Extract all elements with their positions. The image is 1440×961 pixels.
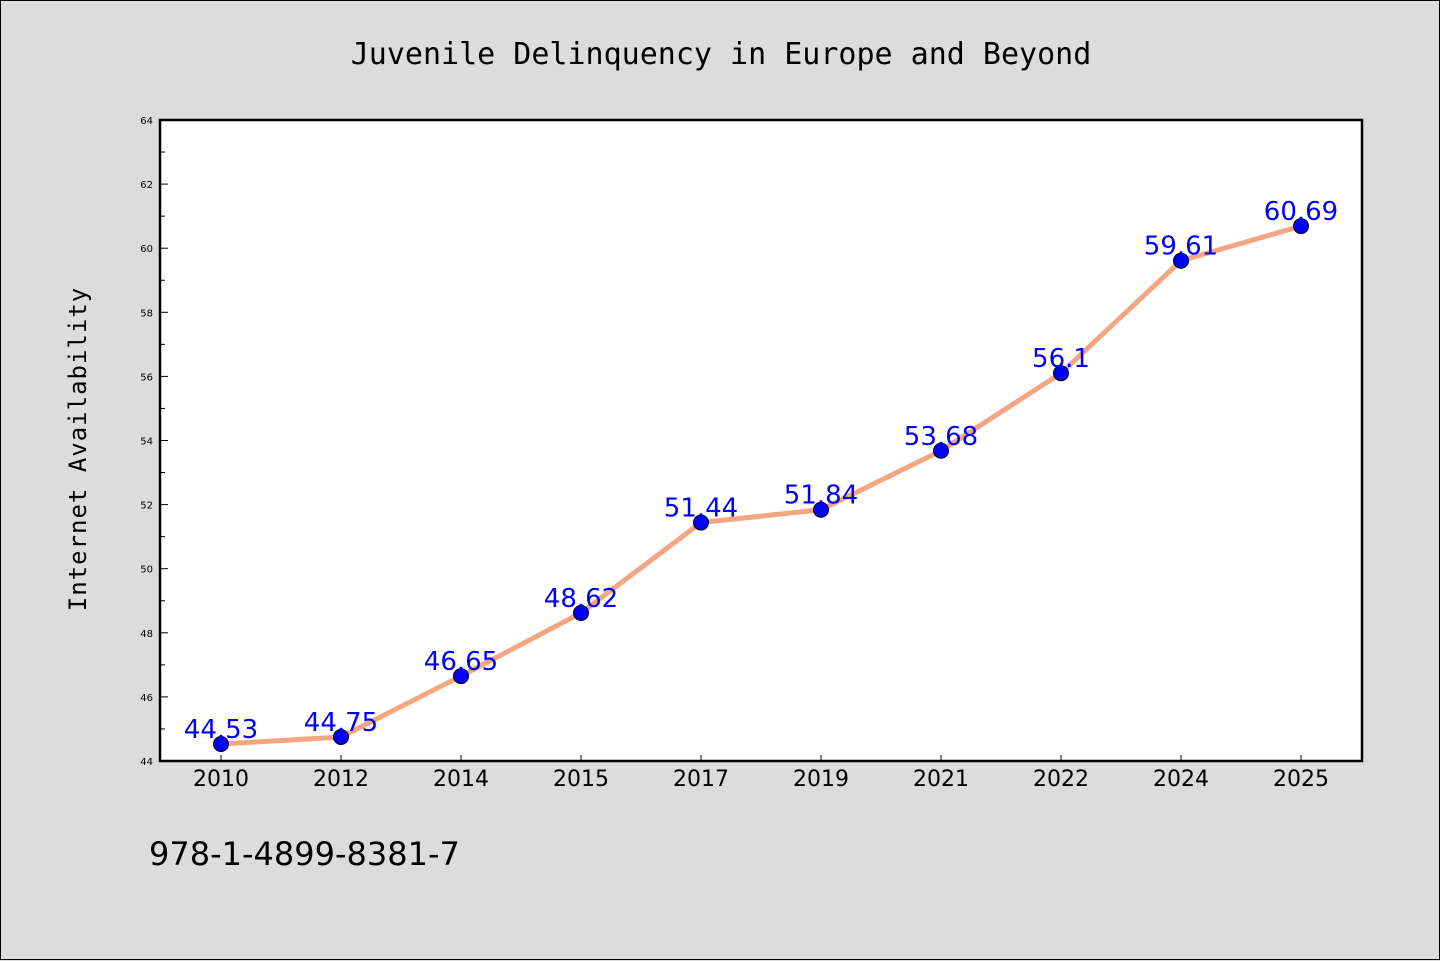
- y-tick-label: 46: [140, 693, 153, 704]
- y-tick-label: 58: [140, 308, 153, 319]
- x-tick-label: 2012: [313, 767, 369, 792]
- data-label: 59.61: [1144, 232, 1218, 262]
- plot-area: [158, 118, 1364, 763]
- data-label: 56.1: [1032, 344, 1090, 374]
- x-tick-label: 2010: [193, 767, 249, 792]
- data-point: [333, 728, 349, 745]
- data-label: 53.68: [904, 422, 978, 452]
- axis-ticks: 44 46 48 50 52 54 56 58 60 62 64 2010 2012 2014 2015 20…: [140, 116, 1329, 792]
- y-tick-label: 52: [140, 501, 153, 512]
- data-point: [573, 604, 589, 621]
- x-tick-label: 2017: [673, 767, 729, 792]
- y-tick-label: 50: [140, 565, 153, 576]
- data-labels-group: 44.53 44.75 46.65 48.62 51.44 51.84 53.68 56.1 5…: [184, 197, 1338, 745]
- y-axis-label: Internet Availability: [64, 287, 92, 611]
- data-label: 60.69: [1264, 197, 1338, 227]
- data-point: [453, 668, 469, 685]
- data-point: [933, 442, 949, 459]
- y-tick-label: 54: [140, 437, 153, 448]
- data-point: [693, 514, 709, 531]
- x-tick-label: 2021: [913, 767, 969, 792]
- series-points-group: [213, 218, 1309, 753]
- data-label: 44.75: [304, 708, 378, 738]
- data-point: [1053, 365, 1069, 382]
- series-line-group: [218, 223, 1304, 747]
- y-tick-label: 64: [140, 116, 153, 127]
- data-point: [813, 501, 829, 518]
- x-tick-label: 2015: [553, 767, 609, 792]
- x-tick-label: 2025: [1273, 767, 1329, 792]
- y-tick-label: 44: [140, 757, 153, 768]
- data-point: [1173, 252, 1189, 269]
- data-point: [1293, 218, 1309, 235]
- data-label: 46.65: [424, 647, 498, 677]
- data-label: 48.62: [544, 584, 618, 614]
- series-line: [218, 223, 1304, 747]
- x-tick-label: 2014: [433, 767, 489, 792]
- data-label: 51.84: [784, 481, 858, 511]
- y-tick-label: 60: [140, 244, 153, 255]
- isbn-footer: 978-1-4899-8381-7: [149, 835, 460, 873]
- chart-title: Juvenile Delinquency in Europe and Beyon…: [351, 37, 1092, 72]
- y-tick-label: 48: [140, 629, 153, 640]
- data-label: 44.53: [184, 715, 258, 745]
- y-tick-label: 56: [140, 372, 153, 383]
- y-tick-label: 62: [140, 180, 153, 191]
- data-point: [213, 736, 229, 753]
- x-tick-label: 2019: [793, 767, 849, 792]
- data-label: 51.44: [664, 494, 738, 524]
- x-tick-label: 2024: [1153, 767, 1209, 792]
- x-tick-label: 2022: [1033, 767, 1089, 792]
